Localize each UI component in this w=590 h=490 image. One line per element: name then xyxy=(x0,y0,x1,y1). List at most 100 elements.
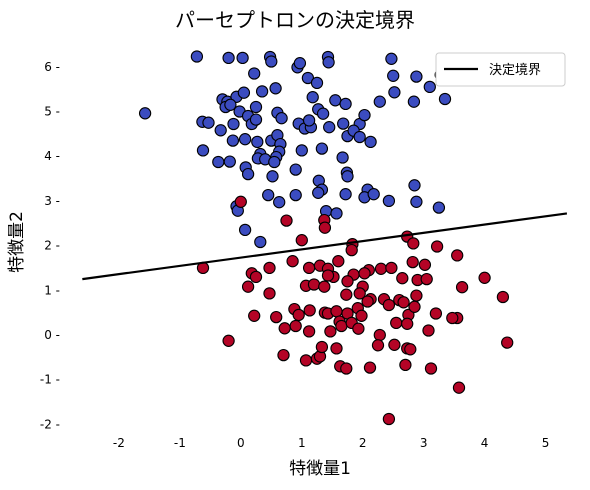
x-tick-label: 1 xyxy=(298,436,306,450)
class-b-point xyxy=(335,319,348,333)
class-a-point xyxy=(295,144,308,157)
class-b-point xyxy=(263,287,276,300)
class-b-point xyxy=(330,305,343,318)
class-b-point xyxy=(324,325,337,338)
class-b-point xyxy=(332,255,345,268)
class-a-point xyxy=(249,113,263,126)
class-a-point xyxy=(364,135,377,149)
class-a-point xyxy=(322,56,335,69)
x-tick-label: 2 xyxy=(359,436,367,450)
class-b-point xyxy=(418,258,432,271)
y-axis-label: 特徴量2 xyxy=(7,211,27,273)
class-a-point xyxy=(310,76,324,90)
legend-label: 決定境界 xyxy=(489,63,541,78)
y-tick-label: -1 - xyxy=(40,373,60,387)
class-b-point xyxy=(241,280,255,293)
class-b-point xyxy=(353,287,366,300)
class-b-point xyxy=(404,343,417,356)
class-b-point xyxy=(361,295,374,308)
class-b-point xyxy=(401,317,414,330)
class-b-point xyxy=(249,270,263,284)
class-a-point xyxy=(306,91,319,104)
class-a-point xyxy=(254,235,267,249)
x-tick-label: 4 xyxy=(481,436,489,450)
class-a-point xyxy=(302,114,316,127)
x-axis-label: 特徴量1 xyxy=(289,459,351,479)
class-a-point xyxy=(423,80,436,94)
class-a-point xyxy=(293,57,307,70)
x-tick-label: 0 xyxy=(237,436,245,450)
class-b-point xyxy=(270,310,283,324)
class-b-point xyxy=(345,243,358,257)
class-b-point xyxy=(355,309,368,322)
class-a-point xyxy=(138,107,152,120)
y-tick-label: 1 - xyxy=(44,283,60,297)
class-b-point xyxy=(302,261,316,275)
class-a-point xyxy=(236,51,249,65)
class-b-point xyxy=(451,249,464,262)
class-a-point xyxy=(339,188,352,201)
class-b-point xyxy=(390,316,403,330)
class-b-point xyxy=(452,381,466,394)
class-a-point xyxy=(329,94,342,107)
class-a-point xyxy=(316,107,330,120)
class-b-point xyxy=(295,234,308,247)
class-a-point xyxy=(227,117,240,131)
class-b-point xyxy=(396,272,409,285)
class-b-point xyxy=(299,354,313,367)
legend-box xyxy=(435,52,566,87)
chart-title: パーセプトロンの決定境界 xyxy=(175,8,415,32)
class-b-point xyxy=(382,412,396,426)
class-a-point xyxy=(289,163,302,176)
class-b-point xyxy=(318,221,332,234)
class-b-point xyxy=(406,255,419,269)
y-tick-label: 4 - xyxy=(44,149,60,163)
class-a-point xyxy=(249,100,263,114)
class-b-point xyxy=(455,281,469,294)
class-b-point xyxy=(307,278,321,291)
class-a-point xyxy=(312,186,325,199)
data-points xyxy=(138,50,514,426)
class-b-point xyxy=(388,338,401,351)
class-b-point xyxy=(374,262,388,275)
decision-boundary-line xyxy=(82,212,568,281)
class-a-point xyxy=(336,151,349,164)
class-b-point xyxy=(234,195,247,208)
x-tick-label: 3 xyxy=(420,436,428,450)
class-b-point xyxy=(408,300,421,313)
x-tick-label: -2 xyxy=(113,436,125,450)
class-b-point xyxy=(496,290,510,304)
class-a-point xyxy=(407,95,421,108)
x-tick-label: -1 xyxy=(174,436,186,450)
class-b-point xyxy=(358,267,371,280)
class-b-point xyxy=(341,275,354,288)
class-b-point xyxy=(278,322,291,335)
class-b-point xyxy=(315,340,329,354)
class-a-point xyxy=(222,51,235,65)
class-a-point xyxy=(248,67,261,80)
y-tick-label: 3 - xyxy=(44,194,60,208)
class-a-point xyxy=(385,52,398,65)
class-b-point xyxy=(429,307,443,320)
class-a-point xyxy=(269,82,282,95)
class-b-point xyxy=(446,311,459,325)
class-a-point xyxy=(353,130,366,144)
class-a-point xyxy=(373,95,386,108)
class-a-point xyxy=(341,170,354,183)
class-a-point xyxy=(251,135,264,149)
class-b-point xyxy=(292,308,305,322)
class-b-point xyxy=(410,289,423,302)
class-b-point xyxy=(385,261,398,275)
class-a-point xyxy=(432,201,446,214)
class-b-point xyxy=(352,322,365,335)
class-a-point xyxy=(410,70,423,83)
class-b-point xyxy=(248,309,261,322)
class-a-point xyxy=(262,188,275,202)
class-a-point xyxy=(237,86,251,99)
class-a-point xyxy=(388,86,401,99)
class-b-point xyxy=(330,342,343,355)
class-b-point xyxy=(277,348,290,362)
class-a-point xyxy=(273,196,286,209)
class-b-point xyxy=(286,255,299,268)
class-b-point xyxy=(478,271,491,284)
